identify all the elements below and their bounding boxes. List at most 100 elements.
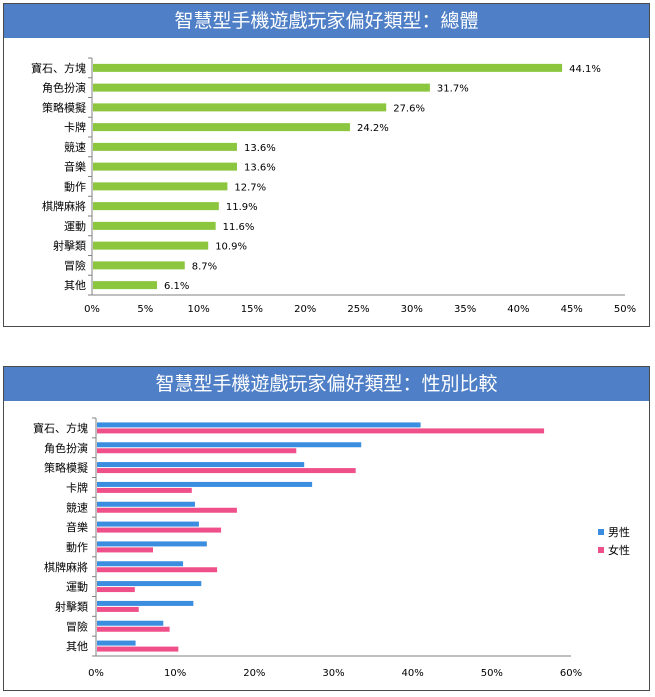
x-tick-label: 40% [507, 304, 529, 315]
bar-female [97, 646, 179, 652]
bar-male [97, 501, 195, 507]
x-tick-label: 30% [322, 668, 344, 679]
legend-label: 男性 [608, 525, 630, 539]
category-label: 運動 [64, 219, 86, 233]
bar [93, 281, 158, 290]
category-label: 棋牌麻將 [44, 560, 88, 574]
bar-female [97, 527, 222, 533]
data-label: 6.1% [164, 281, 189, 292]
category-label: 競速 [64, 140, 86, 154]
bar-male [97, 620, 164, 626]
category-label: 卡牌 [66, 480, 88, 494]
bar-male [97, 600, 194, 606]
x-tick-label: 60% [560, 668, 582, 679]
x-tick-label: 10% [187, 304, 209, 315]
bar [93, 63, 563, 72]
bar [93, 221, 216, 230]
x-tick-label: 40% [402, 668, 424, 679]
bar [93, 162, 237, 171]
x-tick-label: 50% [614, 304, 636, 315]
category-label: 動作 [64, 179, 86, 193]
bar [93, 123, 350, 132]
bar-female [97, 626, 170, 632]
data-label: 11.6% [223, 222, 255, 233]
category-label: 卡牌 [64, 120, 86, 134]
bar-male [97, 422, 421, 428]
category-label: 音樂 [66, 520, 88, 534]
category-label: 策略模擬 [44, 461, 88, 475]
x-tick-label: 50% [481, 668, 503, 679]
x-tick-label: 15% [241, 304, 263, 315]
x-tick-label: 10% [164, 668, 186, 679]
bar-female [97, 587, 135, 593]
data-label: 27.6% [393, 103, 425, 114]
x-tick-label: 0% [84, 304, 100, 315]
category-label: 射擊類 [55, 599, 88, 613]
data-label: 10.9% [215, 242, 247, 253]
bar-male [97, 521, 199, 527]
bar-female [97, 468, 356, 474]
bar-female [97, 428, 545, 434]
x-tick-label: 25% [347, 304, 369, 315]
bar [93, 142, 237, 151]
bar-male [97, 442, 362, 448]
bar [93, 241, 209, 250]
bar-female [97, 507, 237, 513]
category-label: 音樂 [64, 160, 86, 174]
data-label: 31.7% [437, 84, 469, 95]
bar-female [97, 567, 218, 573]
x-tick-label: 20% [294, 304, 316, 315]
bar-chart-overall: 寶石、方塊 44.1% 角色扮演 31.7% 策略模擬 27.6% 卡牌 24.2% 競速 13.… [31, 57, 636, 315]
bar-male [97, 462, 305, 468]
x-tick-label: 35% [454, 304, 476, 315]
category-label: 冒險 [66, 619, 88, 633]
category-label: 競速 [66, 500, 88, 514]
x-tick-label: 45% [561, 304, 583, 315]
bar [93, 83, 430, 92]
legend-swatch [598, 547, 604, 553]
category-label: 棋牌麻將 [42, 199, 86, 213]
data-label: 11.9% [226, 202, 258, 213]
category-label: 冒險 [64, 258, 86, 272]
bar-male [97, 640, 136, 646]
data-label: 12.7% [234, 182, 266, 193]
chart-title-gender: 智慧型手機遊戲玩家偏好類型：性別比較 [4, 367, 649, 401]
chart-panel-overall: 智慧型手機遊戲玩家偏好類型：總體 寶石、方塊 44.1% 角色扮演 31.7% 策略模擬… [3, 3, 650, 327]
bar [93, 261, 185, 270]
data-label: 8.7% [192, 261, 217, 272]
category-label: 動作 [66, 540, 88, 554]
bar [93, 103, 387, 112]
bar-female [97, 448, 297, 454]
category-label: 角色扮演 [44, 441, 88, 455]
bar-male [97, 541, 207, 547]
category-label: 射擊類 [53, 239, 86, 253]
bar-female [97, 487, 192, 493]
category-label: 運動 [66, 580, 88, 594]
chart-panel-gender: 智慧型手機遊戲玩家偏好類型：性別比較 寶石、方塊角色扮演策略模擬卡牌競速音樂動作… [3, 366, 650, 691]
bar-male [97, 481, 313, 487]
bar-female [97, 606, 139, 612]
category-label: 其他 [66, 640, 88, 653]
bar-female [97, 547, 153, 553]
bar [93, 182, 228, 191]
category-label: 寶石、方塊 [33, 421, 88, 435]
data-label: 13.6% [244, 163, 276, 174]
data-label: 13.6% [244, 143, 276, 154]
legend-swatch [598, 529, 604, 535]
x-tick-label: 20% [243, 668, 265, 679]
x-tick-label: 30% [401, 304, 423, 315]
x-tick-label: 0% [88, 668, 104, 679]
bar-male [97, 581, 202, 587]
category-label: 其他 [64, 279, 86, 292]
legend-label: 女性 [608, 543, 630, 557]
chart-title-overall: 智慧型手機遊戲玩家偏好類型：總體 [4, 4, 649, 38]
bar-male [97, 561, 184, 567]
data-label: 44.1% [569, 64, 601, 75]
category-label: 策略模擬 [42, 100, 86, 114]
category-label: 角色扮演 [42, 81, 86, 95]
bar [93, 202, 219, 211]
category-label: 寶石、方塊 [31, 61, 86, 75]
data-label: 24.2% [357, 123, 389, 134]
x-tick-label: 5% [137, 304, 153, 315]
